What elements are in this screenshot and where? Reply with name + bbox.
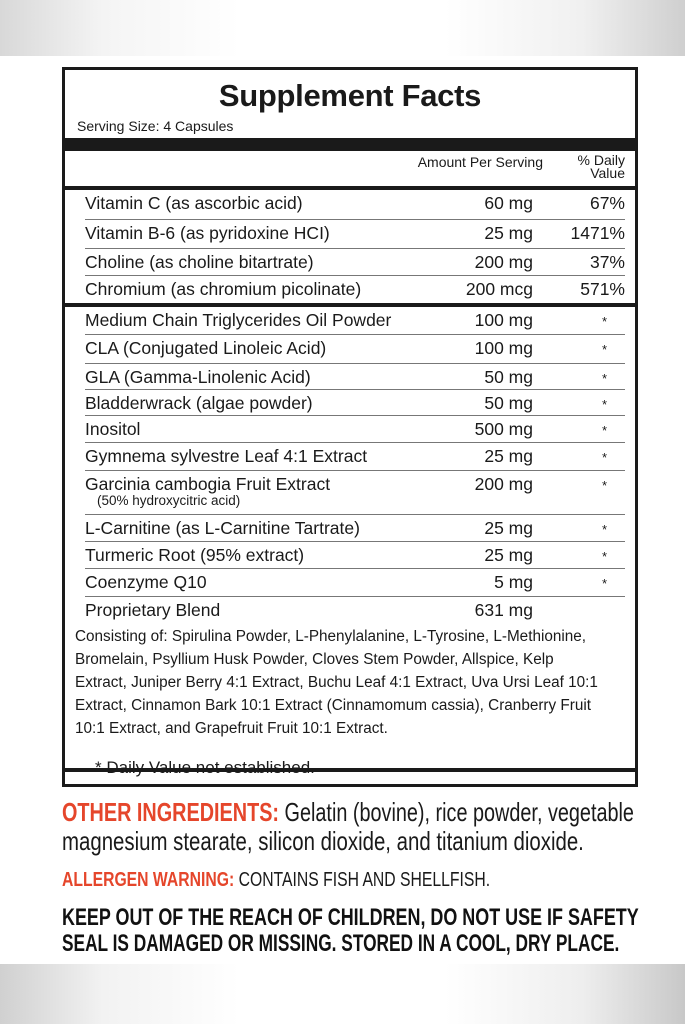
nutrient-row: CLA (Conjugated Linoleic Acid) 100 mg * xyxy=(85,335,625,364)
divider-header xyxy=(65,186,635,190)
nutrient-daily-value: 37% xyxy=(589,252,625,272)
nutrient-row: Inositol 500 mg * xyxy=(85,416,625,443)
nutrient-daily-value: * xyxy=(601,576,607,591)
nutrient-amount: 25 mg xyxy=(484,446,533,466)
warning-line1: KEEP OUT OF THE REACH OF CHILDREN, DO NO… xyxy=(62,904,639,931)
other-ingredients-line1: OTHER INGREDIENTS: Gelatin (bovine), ric… xyxy=(62,797,634,828)
nutrient-amount: 200 mg xyxy=(474,252,533,272)
nutrient-row: Vitamin C (as ascorbic acid) 60 mg 67% xyxy=(85,190,625,220)
nutrient-row: Turmeric Root (95% extract) 25 mg * xyxy=(85,542,625,569)
serving-size: Serving Size: 4 Capsules xyxy=(77,118,234,134)
nutrient-daily-value: * xyxy=(601,314,607,329)
nutrient-daily-value: * xyxy=(601,549,607,564)
other-ingredients-text: Gelatin (bovine), rice powder, vegetable xyxy=(279,797,634,827)
nutrient-amount: 50 mg xyxy=(484,367,533,387)
proprietary-blend-row: Proprietary Blend 631 mg Consisting of: Sp… xyxy=(65,597,635,772)
nutrient-name: Bladderwrack (algae powder) xyxy=(85,393,313,413)
nutrient-name: Vitamin B-6 (as pyridoxine HCI) xyxy=(85,223,330,243)
nutrient-daily-value: * xyxy=(601,423,607,438)
nutrient-amount: 25 mg xyxy=(484,223,533,243)
nutrient-amount: 200 mg xyxy=(474,474,533,494)
nutrient-amount: 5 mg xyxy=(494,572,533,592)
facts-title: Supplement Facts xyxy=(218,78,482,113)
nutrient-daily-value: * xyxy=(601,342,607,357)
warning-line2: SEAL IS DAMAGED OR MISSING. STORED IN A … xyxy=(62,930,620,957)
nutrient-name: Vitamin C (as ascorbic acid) xyxy=(85,193,303,213)
nutrient-row: Garcinia cambogia Fruit Extract (50% hydr… xyxy=(85,471,625,515)
nutrient-row: Choline (as choline bitartrate) 200 mg 37% xyxy=(85,249,625,276)
nutrient-row: Bladderwrack (algae powder) 50 mg * xyxy=(85,390,625,416)
footnote: * Daily Value not established. xyxy=(95,758,315,777)
nutrient-amount: 500 mg xyxy=(474,419,533,439)
allergen-label: ALLERGEN WARNING: xyxy=(62,869,235,891)
nutrient-name: GLA (Gamma-Linolenic Acid) xyxy=(85,367,311,387)
nutrient-row: Chromium (as chromium picolinate) 200 mcg… xyxy=(65,276,635,307)
nutrient-name: CLA (Conjugated Linoleic Acid) xyxy=(85,338,327,358)
nutrient-daily-value: 1471% xyxy=(570,223,626,243)
nutrient-name: Inositol xyxy=(85,419,141,439)
nutrient-daily-value: 571% xyxy=(580,279,625,299)
blend-amount: 631 mg xyxy=(474,600,533,620)
nutrient-name: Medium Chain Triglycerides Oil Powder xyxy=(85,310,392,330)
nutrient-name: Gymnema sylvestre Leaf 4:1 Extract xyxy=(85,446,368,466)
nutrient-daily-value: * xyxy=(601,522,607,537)
blend-name: Proprietary Blend xyxy=(85,600,221,620)
nutrient-amount: 25 mg xyxy=(484,545,533,565)
nutrient-name: L-Carnitine (as L-Carnitine Tartrate) xyxy=(85,518,360,538)
nutrient-amount: 100 mg xyxy=(474,310,533,330)
other-ingredients-line2: magnesium stearate, silicon dioxide, and… xyxy=(62,826,584,856)
blend-ingredients: Consisting of: Spirulina Powder, L-Pheny… xyxy=(75,628,598,737)
nutrient-row: GLA (Gamma-Linolenic Acid) 50 mg * xyxy=(85,364,625,390)
nutrient-daily-value: * xyxy=(601,450,607,465)
header-amount: Amount Per Serving xyxy=(417,154,543,170)
nutrient-name: Garcinia cambogia Fruit Extract xyxy=(85,474,331,494)
divider-thick xyxy=(65,138,635,151)
nutrient-amount: 100 mg xyxy=(474,338,533,358)
nutrient-row: L-Carnitine (as L-Carnitine Tartrate) 25 … xyxy=(85,515,625,542)
supplement-facts-box: Supplement Facts Serving Size: 4 Capsule… xyxy=(62,67,638,787)
nutrient-name: Choline (as choline bitartrate) xyxy=(85,252,314,272)
nutrient-subtext: (50% hydroxycitric acid) xyxy=(97,493,241,508)
allergen-text: CONTAINS FISH AND SHELLFISH. xyxy=(234,869,491,891)
nutrient-amount: 25 mg xyxy=(484,518,533,538)
nutrient-amount: 50 mg xyxy=(484,393,533,413)
nutrient-row: Medium Chain Triglycerides Oil Powder 100… xyxy=(85,307,625,335)
nutrient-name: Coenzyme Q10 xyxy=(85,572,207,592)
nutrient-daily-value: * xyxy=(601,371,607,386)
nutrient-row: Gymnema sylvestre Leaf 4:1 Extract 25 mg * xyxy=(85,443,625,471)
nutrient-daily-value: * xyxy=(601,397,607,412)
header-daily-value: % Daily Value xyxy=(577,152,625,181)
nutrient-rows: Vitamin C (as ascorbic acid) 60 mg 67% Vita… xyxy=(65,190,635,772)
background-top xyxy=(0,0,685,56)
nutrient-daily-value: 67% xyxy=(589,193,625,213)
nutrient-amount: 60 mg xyxy=(484,193,533,213)
nutrient-name: Turmeric Root (95% extract) xyxy=(85,545,305,565)
nutrient-daily-value: * xyxy=(601,478,607,493)
header-dv-line2: Value xyxy=(590,165,625,181)
other-ingredients-label: OTHER INGREDIENTS: xyxy=(62,797,280,827)
nutrient-row: Vitamin B-6 (as pyridoxine HCI) 25 mg 1471… xyxy=(85,220,625,249)
background-bottom xyxy=(0,964,685,1024)
header-dv-line1: % Daily xyxy=(577,152,625,168)
allergen-warning: ALLERGEN WARNING: CONTAINS FISH AND SHEL… xyxy=(62,869,490,892)
nutrient-name: Chromium (as chromium picolinate) xyxy=(85,279,362,299)
nutrient-row: Coenzyme Q10 5 mg * xyxy=(85,569,625,597)
nutrient-amount: 200 mcg xyxy=(465,279,533,299)
